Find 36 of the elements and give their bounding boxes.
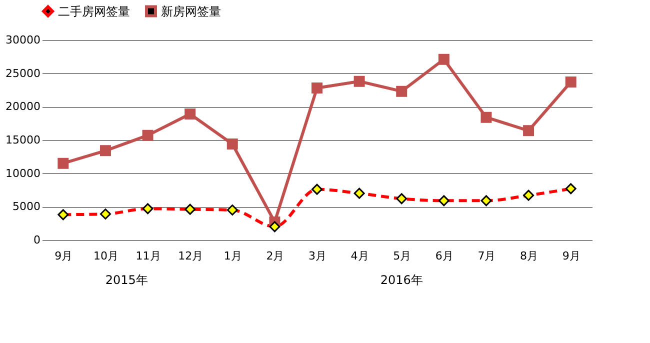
point: [396, 86, 408, 97]
text: 2016年: [380, 273, 423, 287]
y-tick-label: 20000: [6, 100, 40, 114]
y-tick-label: 15000: [6, 134, 40, 146]
point: [58, 158, 69, 169]
x-tick-label: 12月: [178, 250, 204, 262]
x-tick-label: 10月: [93, 250, 118, 262]
y-tick-label: 25000: [6, 66, 40, 80]
x-tick-label: 3月: [308, 250, 326, 262]
x-tick-label: 4月: [350, 250, 369, 262]
x-tick-label: 5月: [393, 250, 412, 262]
point: [100, 145, 111, 156]
point: [142, 130, 154, 141]
y-tick-label: 10000: [6, 166, 40, 180]
legend-label: 新房网签量: [161, 4, 221, 18]
x-tick-label: 11月: [136, 250, 161, 262]
legend-label: 二手房网签量: [58, 4, 130, 18]
x-tick-label: 9月: [562, 250, 580, 262]
y-tick-label: 5000: [12, 200, 40, 214]
x-tick-label: 8月: [520, 250, 538, 262]
point: [480, 112, 492, 123]
point: [184, 108, 196, 120]
x-tick-label: 2月: [266, 250, 284, 262]
point: [523, 125, 534, 136]
point: [354, 76, 365, 87]
y-tick-label: 30000: [6, 34, 40, 46]
point: [226, 138, 238, 150]
point: [312, 82, 322, 94]
x-tick-label: 1月: [224, 250, 242, 262]
text: 2015年: [105, 273, 148, 287]
x-tick-label: 9月: [54, 250, 73, 262]
x-tick-label: 7月: [478, 250, 496, 262]
x-tick-label: 6月: [435, 250, 454, 262]
y-tick-label: 0: [34, 234, 40, 246]
point: [438, 54, 450, 65]
point: [565, 76, 576, 88]
